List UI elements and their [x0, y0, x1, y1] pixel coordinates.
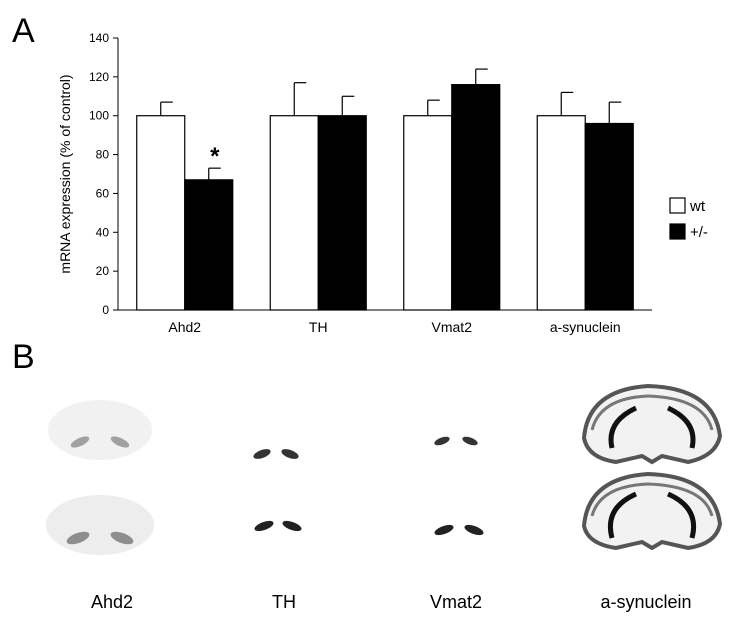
y-tick-label: 60 — [96, 186, 110, 200]
bar-het-1 — [317, 115, 367, 311]
ahd2-brain-sections-image — [46, 400, 154, 555]
x-tick-label: Vmat2 — [432, 319, 473, 335]
bar-wt-1 — [269, 115, 319, 311]
y-axis-label: mRNA expression (% of control) — [57, 74, 73, 273]
x-tick-label: a-synuclein — [550, 319, 621, 335]
a-synuclein-brain-sections-image — [581, 383, 723, 550]
significance-annotation: * — [210, 143, 220, 170]
bar-wt-0 — [136, 115, 186, 311]
legend-label-het: +/- — [690, 224, 708, 241]
th-brain-sections-image — [253, 449, 302, 532]
y-tick-label: 40 — [96, 225, 110, 239]
x-tick-label: TH — [309, 319, 328, 335]
y-tick-label: 20 — [96, 264, 110, 278]
y-tick-label: 140 — [89, 31, 109, 45]
bar-het-0 — [184, 179, 234, 311]
y-tick-label: 0 — [102, 303, 109, 317]
bar-chart: 0 20 40 60 80 100 120 140 mRNA expression (% of … — [57, 31, 708, 335]
slice-label-vmat2: Vmat2 — [429, 592, 483, 612]
slice-label-th: TH — [272, 592, 296, 612]
vmat2-brain-sections-image — [434, 436, 484, 536]
slice-label-ahd2: Ahd2 — [90, 592, 134, 612]
bar-wt-2 — [403, 115, 453, 311]
y-tick-label: 100 — [89, 109, 109, 123]
x-tick-label: Ahd2 — [168, 319, 201, 335]
legend-swatch-het — [669, 223, 686, 240]
y-tick-label: 80 — [96, 148, 110, 162]
legend-swatch-wt — [669, 197, 686, 214]
panel-label-b: B — [12, 338, 35, 376]
bar-het-3 — [584, 122, 634, 311]
bar-het-2 — [451, 84, 501, 311]
slice-label-a-synuclein: a-synuclein — [600, 592, 692, 612]
bar-wt-3 — [536, 115, 586, 311]
legend-label-wt: wt — [689, 198, 706, 215]
y-tick-label: 120 — [89, 70, 109, 84]
panel-label-a: A — [12, 12, 35, 50]
